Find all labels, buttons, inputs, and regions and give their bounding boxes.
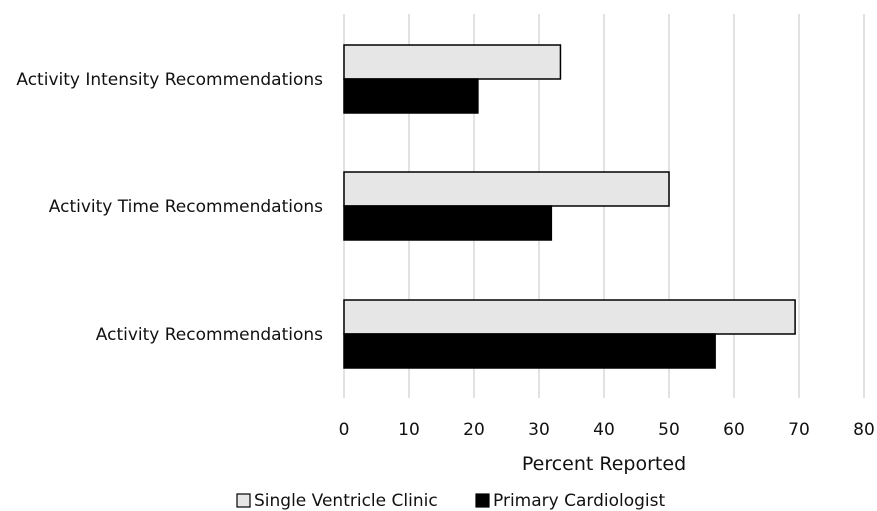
bar-primary-cardiologist-activity-time-recommendations <box>343 205 553 241</box>
bar-single-ventricle-clinic-activity-intensity-recommendations <box>343 44 562 80</box>
x-tick-label-80: 80 <box>853 420 875 440</box>
x-tick-label-40: 40 <box>593 420 615 440</box>
bar-primary-cardiologist-activity-intensity-recommendations <box>343 78 479 114</box>
legend-label-single-ventricle-clinic: Single Ventricle Clinic <box>254 491 438 511</box>
category-labels: Activity Intensity Recommendations Activi… <box>16 70 323 345</box>
x-tick-label-20: 20 <box>463 420 485 440</box>
bar-single-ventricle-clinic-activity-time-recommendations <box>343 171 670 207</box>
x-tick-label-70: 70 <box>788 420 810 440</box>
legend-swatch-single-ventricle-clinic <box>236 493 251 508</box>
x-tick-labels: 0 10 20 30 40 50 60 70 80 <box>339 420 875 440</box>
category-label-activity-time-recommendations: Activity Time Recommendations <box>49 197 323 217</box>
bar-primary-cardiologist-activity-recommendations <box>343 333 716 369</box>
x-tick-label-10: 10 <box>398 420 420 440</box>
x-tick-label-50: 50 <box>658 420 680 440</box>
bars <box>343 44 796 369</box>
x-tick-label-0: 0 <box>339 420 350 440</box>
bar-single-ventricle-clinic-activity-recommendations <box>343 299 796 335</box>
legend: Single Ventricle Clinic Primary Cardiolo… <box>236 491 665 511</box>
legend-swatch-primary-cardiologist <box>475 493 490 508</box>
legend-label-primary-cardiologist: Primary Cardiologist <box>493 491 665 511</box>
category-label-activity-recommendations: Activity Recommendations <box>96 325 323 345</box>
x-axis-title: Percent Reported <box>522 453 686 475</box>
x-tick-label-60: 60 <box>723 420 745 440</box>
x-tick-label-30: 30 <box>528 420 550 440</box>
category-label-activity-intensity-recommendations: Activity Intensity Recommendations <box>16 70 323 90</box>
